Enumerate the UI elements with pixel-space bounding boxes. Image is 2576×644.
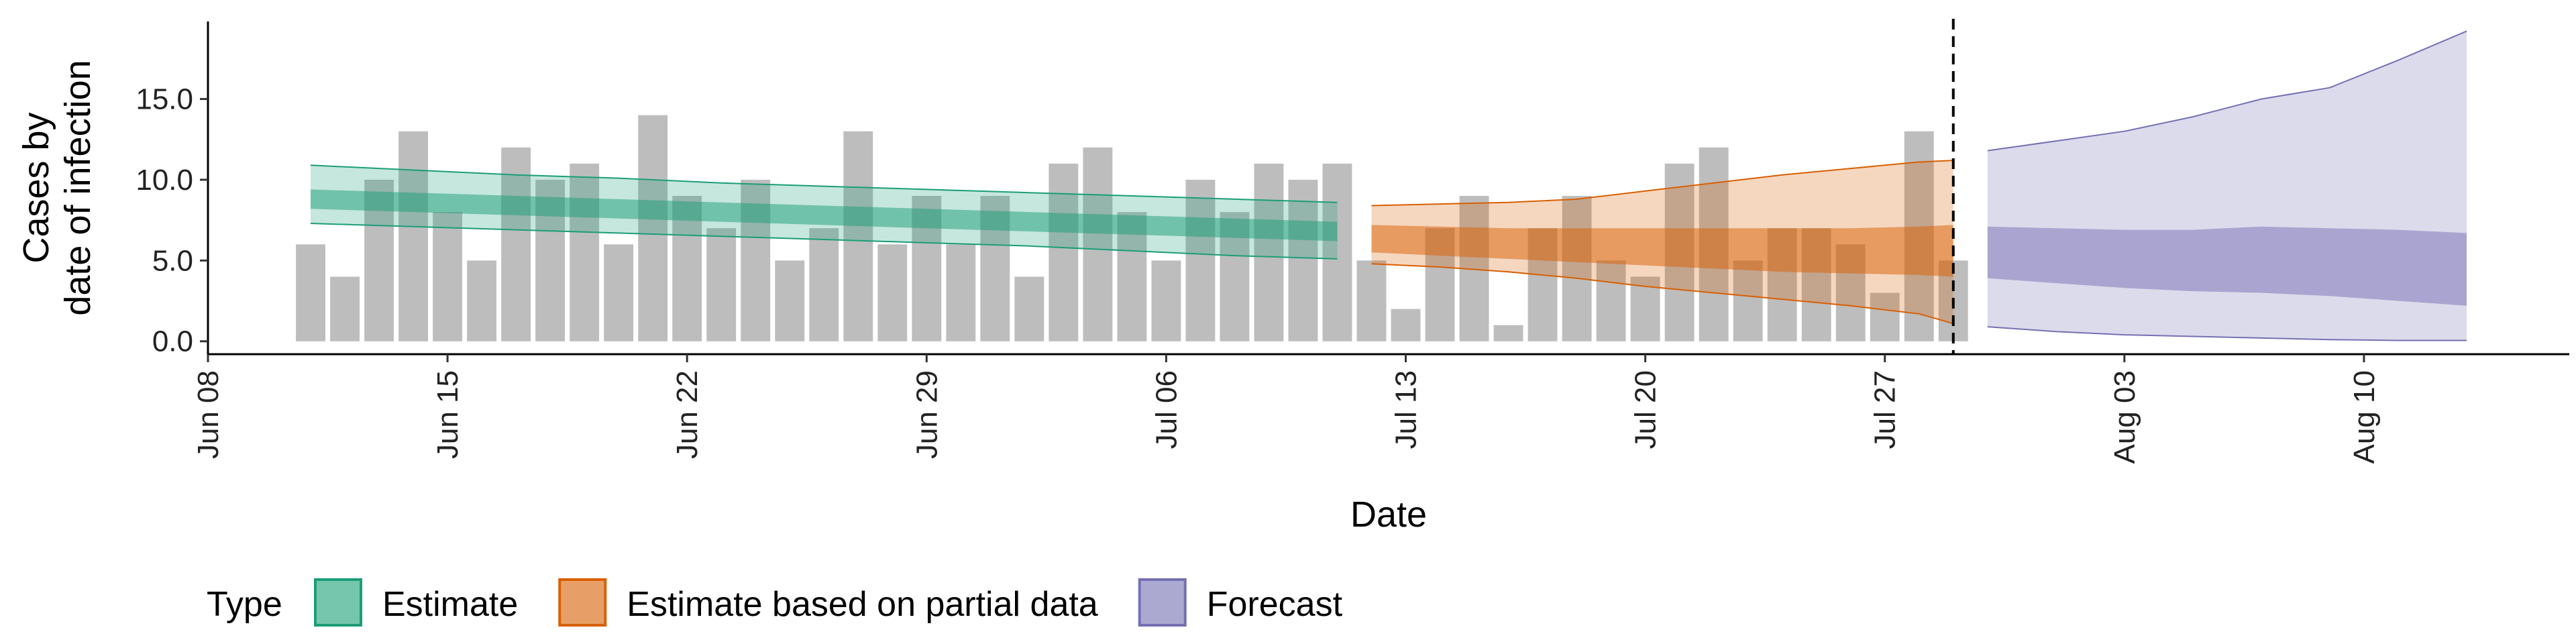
x-axis-title: Date — [1350, 494, 1427, 535]
ribbons-layer — [311, 31, 2467, 340]
bar — [1391, 309, 1421, 341]
bar — [946, 244, 975, 341]
legend-key-estimate — [315, 580, 361, 625]
x-tick-label: Jun 15 — [431, 370, 464, 459]
bar — [398, 131, 428, 341]
legend-label-estimate-based-on-partial-data: Estimate based on partial data — [627, 585, 1098, 624]
bar — [604, 244, 633, 341]
bar — [877, 244, 907, 341]
x-tick-label: Jun 08 — [192, 370, 225, 459]
bar — [1151, 260, 1181, 341]
x-tick-label: Jul 06 — [1150, 370, 1183, 449]
y-tick-label: 0.0 — [152, 325, 193, 358]
legend-key-estimate-based-on-partial-data — [559, 580, 605, 625]
x-tick-label: Aug 10 — [2348, 370, 2381, 464]
x-axis: Jun 08 Jun 15 Jun 22 Jun 29 Jul 06 Jul 13 Jul … — [192, 354, 2569, 464]
x-tick-label: Jul 13 — [1390, 370, 1423, 449]
x-tick-label: Jun 22 — [671, 370, 704, 459]
y-tick-label: 10.0 — [136, 164, 193, 197]
bar — [1357, 260, 1387, 341]
y-tick-label: 5.0 — [152, 244, 193, 277]
bar — [1014, 276, 1044, 341]
x-tick-label: Aug 03 — [2108, 370, 2141, 464]
y-axis-title-line2: date of infection — [58, 60, 98, 315]
bar — [433, 212, 462, 341]
legend-label-forecast: Forecast — [1207, 585, 1343, 624]
y-axis-title-line1: Cases by — [16, 112, 56, 263]
legend: Type Estimate Estimate based on partial d… — [207, 580, 1343, 625]
bar — [296, 244, 325, 341]
bar — [706, 228, 736, 341]
legend-key-forecast — [1140, 580, 1185, 625]
x-tick-label: Jul 20 — [1629, 370, 1662, 449]
y-tick-label: 15.0 — [136, 83, 193, 116]
x-tick-label: Jul 27 — [1869, 370, 1902, 449]
bar — [809, 228, 839, 341]
bar — [775, 260, 804, 341]
legend-title: Type — [207, 585, 282, 624]
bar — [330, 276, 360, 341]
bar — [467, 260, 496, 341]
legend-label-estimate: Estimate — [382, 585, 518, 624]
bar — [1049, 164, 1078, 341]
y-axis: 0.0 5.0 10.0 15.0 — [136, 21, 208, 358]
x-tick-label: Jun 29 — [910, 370, 943, 459]
bar — [1494, 325, 1523, 341]
